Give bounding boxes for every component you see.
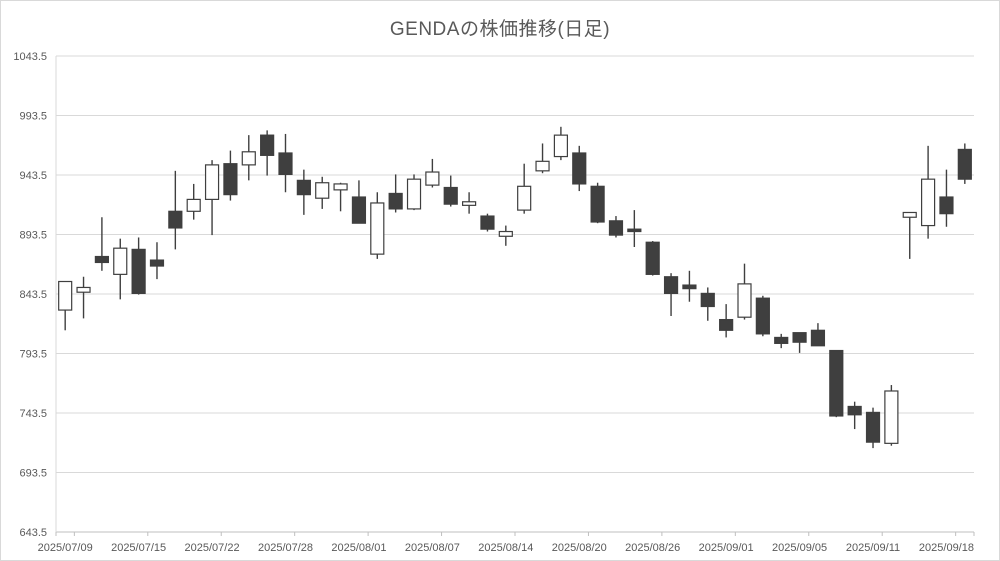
candle-body-up <box>517 185 532 211</box>
candle-body-down <box>957 148 972 180</box>
candle-body-down <box>719 318 734 331</box>
candle-body-down <box>278 152 293 176</box>
candle-body-up <box>920 178 936 227</box>
x-axis-label: 2025/09/01 <box>699 542 754 554</box>
candle-body-down <box>149 259 165 267</box>
candle-body-down <box>443 186 458 205</box>
candle-body-down <box>608 220 624 236</box>
candle-body-up <box>884 390 899 444</box>
candle-body-down <box>645 241 660 275</box>
candle-body-up <box>370 202 385 255</box>
candle-body-up <box>406 178 422 210</box>
x-axis-label: 2025/08/26 <box>625 542 680 554</box>
candle-body-down <box>755 297 770 335</box>
y-axis-label: 993.5 <box>19 111 47 123</box>
candle-body-down <box>260 134 275 156</box>
candle-body-down <box>700 292 715 308</box>
x-axis-label: 2025/08/01 <box>331 542 386 554</box>
y-axis-label: 693.5 <box>19 468 47 480</box>
y-axis-label: 643.5 <box>19 527 47 539</box>
x-axis-label: 2025/09/11 <box>846 542 900 554</box>
x-axis-label: 2025/08/20 <box>552 542 607 554</box>
y-axis-label: 793.5 <box>19 349 47 361</box>
candle-body-down <box>572 152 587 185</box>
candle-body-up <box>76 286 91 293</box>
candle-body-up <box>315 182 330 199</box>
y-axis-label: 843.5 <box>19 289 47 301</box>
candle-body-down <box>627 228 642 233</box>
candle-body-up <box>204 164 220 200</box>
x-axis-label: 2025/07/28 <box>258 542 313 554</box>
candle-body-down <box>131 248 146 295</box>
y-axis-label: 1043.5 <box>13 51 47 63</box>
candle-body-down <box>829 349 844 417</box>
y-axis-label: 943.5 <box>19 170 47 182</box>
candle-body-up <box>113 247 128 275</box>
chart-title: GENDAの株価推移(日足) <box>389 19 611 40</box>
candle-body-down <box>774 336 789 344</box>
candle-body-down <box>223 163 238 196</box>
x-axis-label: 2025/08/14 <box>478 542 533 554</box>
candle-body-up <box>462 201 477 206</box>
x-axis-label: 2025/09/18 <box>919 542 974 554</box>
candle-body-down <box>810 329 826 347</box>
x-axis-label: 2025/07/09 <box>38 542 93 554</box>
x-axis-label: 2025/08/07 <box>405 542 460 554</box>
candle-body-down <box>847 405 862 416</box>
candle-body-down <box>296 179 311 196</box>
y-axis-label: 893.5 <box>19 230 47 242</box>
candle-body-up <box>902 211 917 218</box>
candle-body-up <box>241 151 256 166</box>
candle-body-down <box>682 284 697 290</box>
x-axis-label: 2025/07/15 <box>111 542 166 554</box>
x-axis-label: 2025/07/22 <box>185 542 240 554</box>
candle-body-down <box>351 196 367 224</box>
candle-body-down <box>94 255 110 264</box>
candle-body-up <box>58 280 73 311</box>
candle-body-down <box>939 196 954 215</box>
x-axis-label: 2025/09/05 <box>772 542 827 554</box>
candle-body-down <box>388 192 403 210</box>
candle-body-down <box>168 210 183 229</box>
candle-body-down <box>480 215 495 230</box>
candle-body-down <box>865 411 881 443</box>
candle-body-up <box>425 171 440 186</box>
candle-body-up <box>535 160 550 172</box>
y-axis-label: 743.5 <box>19 408 47 420</box>
candle-body-up <box>737 283 752 318</box>
candle-body-up <box>498 230 513 237</box>
candle-body-up <box>553 134 569 158</box>
candle-body-down <box>663 276 679 295</box>
candle-body-up <box>186 198 201 212</box>
candle-body-down <box>792 332 807 343</box>
candle-body-down <box>590 185 605 223</box>
candle-body-up <box>333 183 348 191</box>
